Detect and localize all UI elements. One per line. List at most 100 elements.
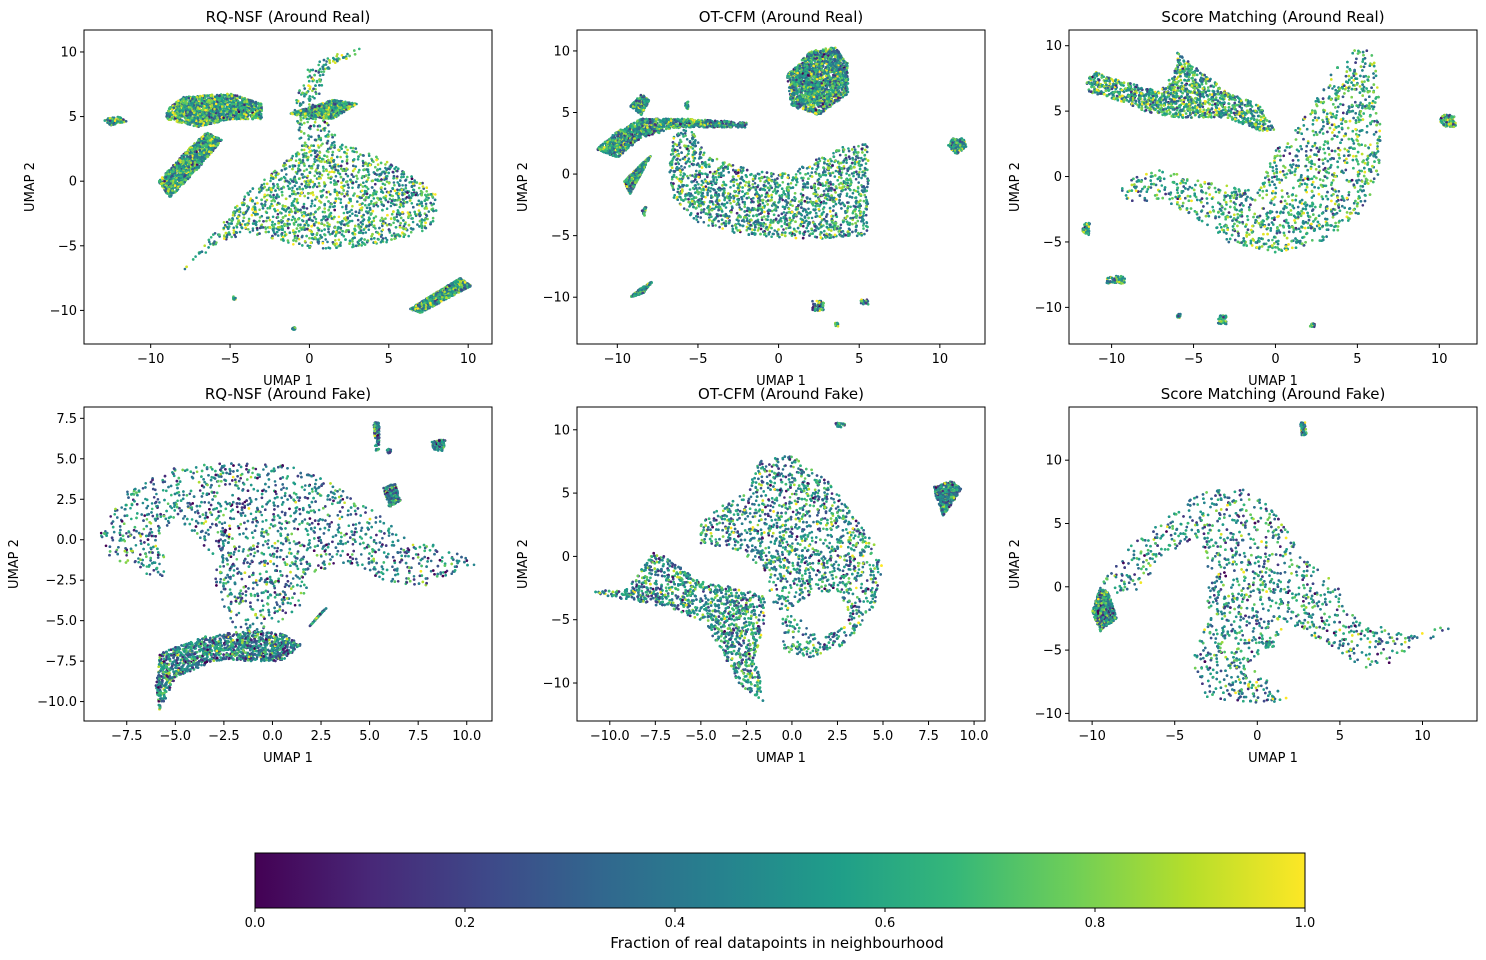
scatter-point: [216, 96, 219, 100]
scatter-point: [310, 230, 314, 233]
scatter-point: [351, 204, 354, 208]
scatter-point: [276, 212, 280, 216]
scatter-point: [297, 177, 301, 180]
scatter-point: [208, 112, 211, 116]
scatter-point: [292, 200, 295, 203]
scatter-point: [361, 231, 365, 235]
scatter-point: [214, 102, 218, 106]
scatter-point: [239, 101, 242, 104]
scatter-point: [212, 233, 215, 236]
scatter-point: [402, 205, 405, 208]
scatter-point: [275, 196, 278, 200]
scatter-point: [401, 193, 404, 197]
scatter-point: [420, 204, 424, 208]
scatter-point: [402, 175, 405, 179]
scatter-point: [337, 225, 340, 229]
scatter-point: [253, 206, 257, 209]
scatter-point: [341, 219, 344, 223]
scatter-point: [306, 174, 310, 178]
scatter-point: [421, 181, 424, 185]
scatter-point: [302, 132, 306, 135]
scatter-point: [202, 106, 205, 110]
scatter-point: [235, 94, 239, 97]
scatter-point: [330, 143, 333, 147]
scatter-point: [386, 213, 389, 217]
scatter-point: [303, 184, 307, 188]
scatter-point: [326, 161, 329, 164]
scatter-point: [330, 170, 334, 173]
scatter-point: [248, 98, 251, 102]
scatter-point: [303, 240, 307, 243]
scatter-point: [254, 101, 257, 105]
scatter-point: [319, 144, 323, 147]
scatter-point: [305, 219, 309, 223]
scatter-point: [402, 235, 406, 238]
scatter-point: [192, 106, 196, 109]
scatter-point: [261, 207, 265, 210]
scatter-point: [397, 167, 400, 170]
scatter-point: [401, 211, 404, 214]
scatter-point: [308, 95, 312, 98]
scatter-point: [200, 98, 204, 102]
scatter-point: [378, 197, 382, 200]
scatter-point: [241, 97, 244, 101]
scatter-point: [337, 215, 341, 219]
scatter-point: [326, 225, 330, 228]
scatter-point: [278, 225, 282, 229]
scatter-point: [415, 181, 419, 184]
scatter-point: [265, 182, 269, 186]
scatter-point: [314, 69, 318, 73]
scatter-point: [321, 194, 325, 197]
scatter-point: [227, 100, 231, 104]
scatter-point: [327, 130, 331, 133]
scatter-point: [317, 137, 321, 141]
scatter-point: [259, 186, 263, 189]
scatter-point: [316, 238, 320, 241]
scatter-point: [286, 222, 289, 225]
scatter-point: [410, 175, 413, 178]
scatter-point: [305, 207, 309, 210]
scatter-point: [297, 169, 300, 173]
scatter-point: [346, 148, 349, 152]
scatter-point: [391, 170, 395, 174]
scatter-point: [353, 167, 357, 171]
scatter-point: [296, 201, 300, 205]
scatter-point: [311, 68, 315, 72]
scatter-point: [291, 154, 295, 158]
scatter-point: [260, 202, 263, 206]
scatter-point: [257, 102, 260, 105]
scatter-point: [288, 182, 292, 185]
scatter-point: [316, 153, 319, 157]
scatter-point: [328, 213, 332, 216]
scatter-point: [344, 205, 348, 208]
scatter-point: [325, 122, 329, 125]
scatter-point: [339, 226, 343, 230]
scatter-point: [291, 186, 294, 190]
scatter-point: [359, 229, 363, 232]
scatter-point: [399, 221, 402, 225]
scatter-point: [340, 143, 344, 147]
scatter-point: [307, 79, 311, 83]
scatter-point: [281, 228, 284, 231]
scatter-point: [310, 237, 314, 240]
scatter-point: [310, 199, 314, 203]
scatter-point: [340, 222, 343, 226]
scatter-point: [313, 73, 316, 77]
scatter-point: [414, 214, 418, 218]
scatter-point: [186, 108, 190, 111]
scatter-point: [431, 195, 434, 198]
scatter-point: [418, 225, 421, 228]
scatter-point: [364, 203, 367, 207]
scatter-point: [207, 106, 211, 109]
scatter-point: [263, 178, 266, 182]
scatter-point: [228, 233, 232, 236]
scatter-point: [315, 195, 319, 199]
scatter-point: [243, 108, 247, 112]
scatter-point: [382, 170, 386, 174]
scatter-point: [228, 218, 231, 221]
scatter-point: [366, 211, 370, 215]
scatter-point: [344, 230, 348, 233]
scatter-point: [310, 225, 313, 228]
scatter-point: [345, 193, 349, 196]
scatter-point: [258, 110, 262, 113]
